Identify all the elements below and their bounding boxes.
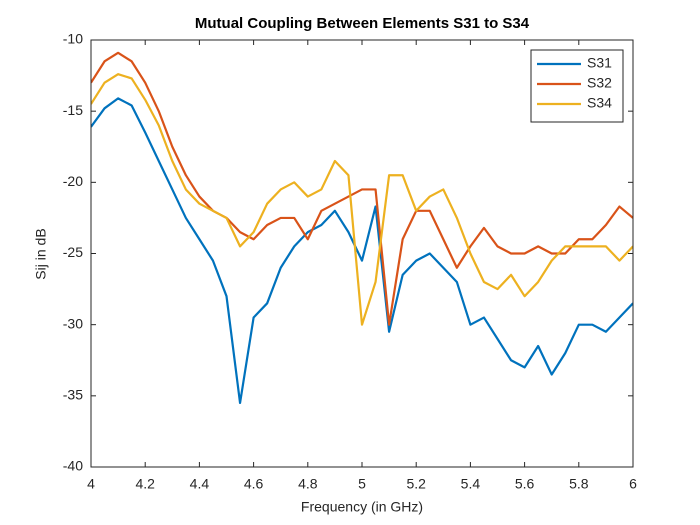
y-tick-label: -10 — [63, 31, 83, 47]
y-tick-label: -40 — [63, 458, 83, 474]
line-series — [91, 51, 633, 326]
legend-label: S34 — [587, 95, 612, 111]
x-tick-label: 4.2 — [135, 476, 155, 492]
x-tick-label: 5.4 — [461, 476, 481, 492]
x-tick-label: 4.8 — [298, 476, 318, 492]
x-tick-label: 5.8 — [569, 476, 589, 492]
y-tick-label: -20 — [63, 173, 83, 189]
x-tick-label: 4.4 — [190, 476, 210, 492]
y-axis-label: Sij in dB — [33, 228, 49, 279]
y-tick-label: -15 — [63, 102, 83, 118]
x-tick-label: 4.6 — [244, 476, 264, 492]
line-series — [91, 97, 633, 405]
x-tick-label: 5.6 — [515, 476, 535, 492]
x-tick-label: 4 — [87, 476, 95, 492]
x-tick-label: 6 — [629, 476, 637, 492]
y-tick-label: -25 — [63, 244, 83, 260]
x-tick-label: 5 — [358, 476, 366, 492]
legend-label: S31 — [587, 55, 612, 71]
x-axis-label: Frequency (in GHz) — [301, 499, 423, 515]
y-tick-label: -30 — [63, 315, 83, 331]
legend-box — [530, 49, 624, 123]
y-tick-label: -35 — [63, 387, 83, 403]
line-series — [91, 73, 633, 326]
legend-label: S32 — [587, 75, 612, 91]
chart-title: Mutual Coupling Between Elements S31 to … — [195, 15, 530, 32]
x-tick-label: 5.2 — [406, 476, 426, 492]
